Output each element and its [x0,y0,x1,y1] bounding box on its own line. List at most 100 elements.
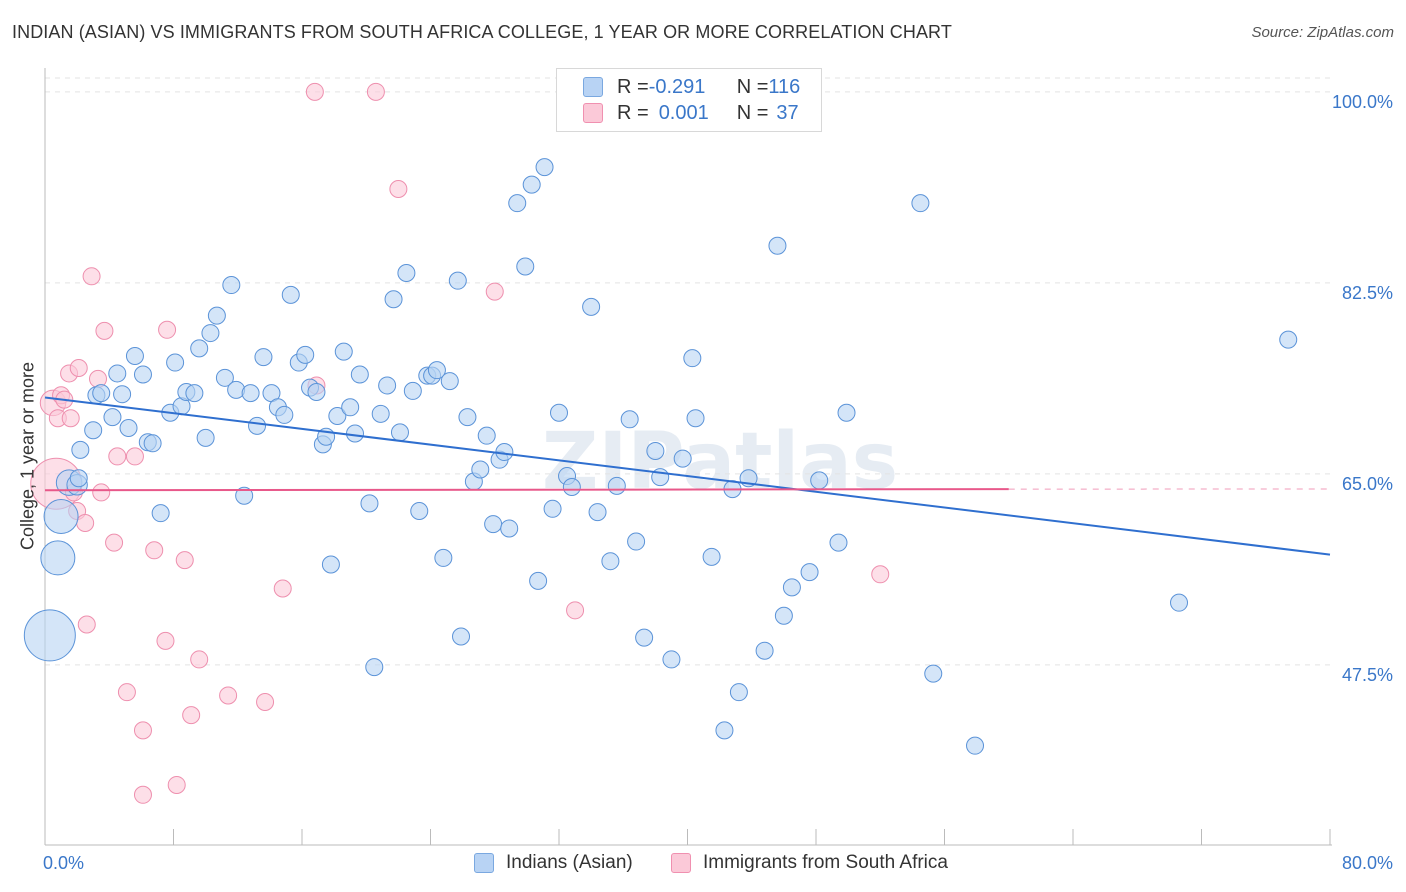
indian-point [646,441,665,460]
south-africa-point [158,320,177,339]
south-africa-point [95,321,114,340]
indian-point [662,650,681,669]
indian-point [84,421,103,440]
indian-point [607,476,626,495]
indian-point [43,498,79,534]
indian-point [562,477,581,496]
indian-point [190,339,209,358]
indian-point [686,409,705,428]
indian-point [800,563,819,582]
indian-point [673,449,692,468]
series-legend-indians: Indians (Asian) [474,852,633,874]
indian-point [390,423,409,442]
south-africa-point [61,409,80,428]
indian-point [185,384,204,403]
indian-point [477,426,496,445]
indian-point [782,578,801,597]
legend-swatch-blue [583,77,603,97]
south-africa-point [485,282,504,301]
legend-n-value: 116 [768,75,801,98]
indian-point [516,257,535,276]
indian-point [69,469,88,488]
indian-point [397,264,416,283]
indian-point [346,424,365,443]
indian-point [281,285,300,304]
south-africa-point [366,82,385,101]
south-africa-point [82,267,101,286]
indian-point [92,384,111,403]
indian-point [307,383,326,402]
series-legend-indians-label: Indians (Asian) [506,852,633,873]
indian-point [113,385,132,404]
indian-point [582,297,601,316]
correlation-legend: R = -0.291 N = 116 R = 0.001 N = 37 [556,68,822,132]
indian-point [500,519,519,538]
indian-point [378,376,397,395]
indian-point [371,404,390,423]
legend-n-label: N = [736,101,769,124]
series-legend-south-africa: Immigrants from South Africa [671,852,948,874]
indian-point [715,721,734,740]
south-africa-point [105,533,124,552]
indian-point [360,494,379,513]
south-africa-trend-line [44,488,1009,492]
legend-r-value: 0.001 [658,101,709,124]
indian-point [755,641,774,660]
legend-swatch-pink [583,103,603,123]
legend-r-value: -0.291 [648,75,706,98]
indian-point [23,609,76,662]
legend-n-value: 37 [776,101,799,124]
indian-point [620,410,639,429]
indian-point [40,540,76,576]
indian-point [966,736,985,755]
indian-point [119,419,138,438]
south-africa-point [167,775,186,794]
indian-point [458,408,477,427]
x-tick-label: 0.0% [43,853,84,873]
indian-point [729,683,748,702]
indian-point [522,175,541,194]
indian-point [601,552,620,571]
chart-title: INDIAN (ASIAN) VS IMMIGRANTS FROM SOUTH … [12,22,952,42]
indian-point [924,664,943,683]
legend-r-label: R = [617,101,649,124]
indian-point [471,460,490,479]
indian-point [410,501,429,520]
indian-point [350,365,369,384]
indian-point [296,345,315,364]
indian-point [403,381,422,400]
indian-point [508,194,527,213]
south-africa-point [77,615,96,634]
x-tick-label: 80.0% [1342,853,1393,873]
indian-point [627,532,646,551]
south-africa-point [389,179,408,198]
south-africa-point [273,579,292,598]
y-tick-label: 100.0% [1332,92,1393,112]
indian-point [125,346,144,365]
y-tick-label: 82.5% [1342,283,1393,303]
indian-point [133,365,152,384]
indian-point [683,349,702,368]
indian-point [201,324,220,343]
indian-point [1279,330,1298,349]
indian-point [911,194,930,213]
legend-n-label: N = [736,75,769,98]
south-africa-point [117,683,136,702]
indian-point [207,306,226,325]
south-africa-point [145,541,164,560]
south-africa-point [125,447,144,466]
indian-point [529,571,548,590]
indian-point [543,499,562,518]
south-africa-point [156,631,175,650]
south-africa-point [871,565,890,584]
south-africa-point [76,513,95,532]
south-africa-point [175,551,194,570]
indian-point [196,428,215,447]
indian-point [166,353,185,372]
indian-point [635,628,654,647]
indian-point [235,486,254,505]
indian-point [588,503,607,522]
series-swatch-blue [474,853,494,873]
indian-point [275,405,294,424]
indian-point [103,408,122,427]
